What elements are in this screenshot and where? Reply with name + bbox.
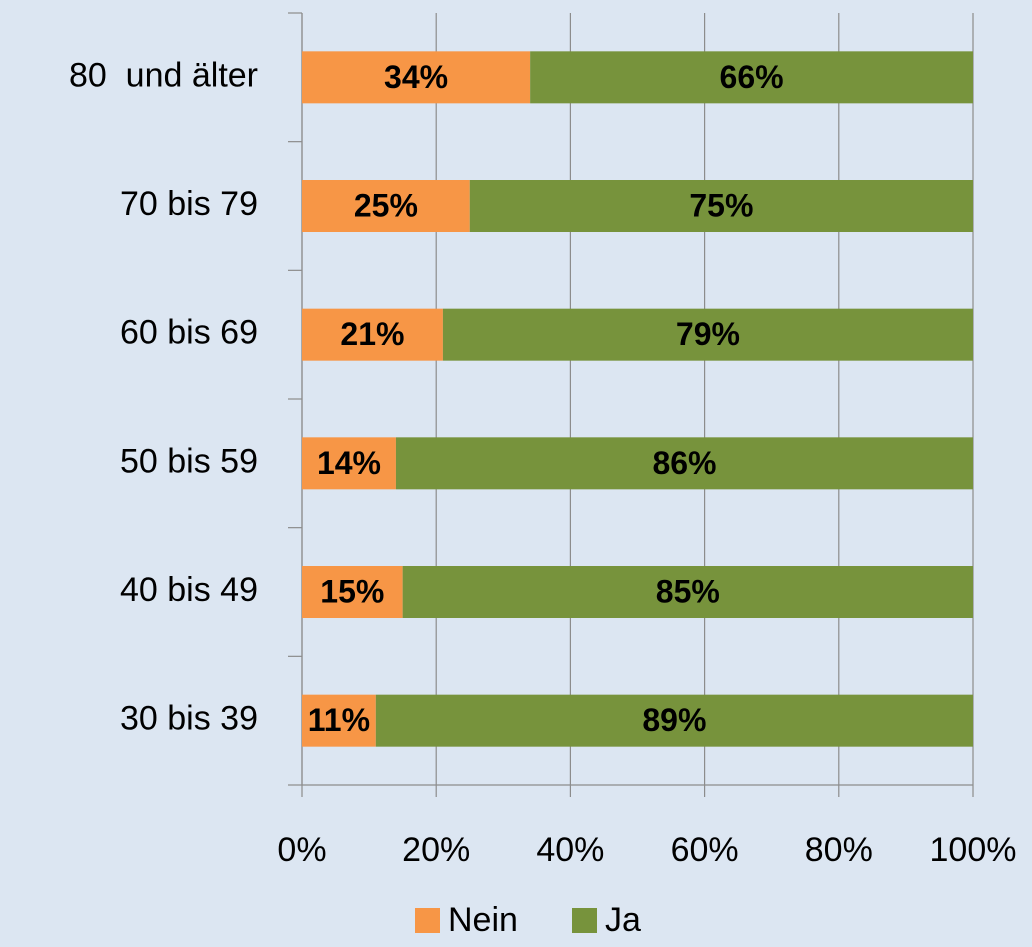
data-label: 79%	[676, 316, 740, 352]
x-tick-label: 40%	[536, 831, 604, 869]
data-label: 85%	[656, 573, 720, 609]
data-label: 14%	[317, 445, 381, 481]
x-tick-label: 80%	[805, 831, 873, 869]
x-tick-label: 60%	[671, 831, 739, 869]
data-label: 86%	[652, 445, 716, 481]
data-label: 75%	[689, 187, 753, 223]
data-label: 89%	[642, 702, 706, 738]
bar-segment	[395, 437, 973, 490]
bar-segment	[402, 566, 973, 618]
x-tick-label: 100%	[930, 831, 1017, 869]
legend-swatch	[415, 908, 440, 933]
bar-segment	[302, 308, 443, 361]
x-tick-label: 0%	[277, 831, 326, 869]
data-label: 66%	[720, 59, 784, 95]
bar-segment	[375, 694, 973, 747]
bar-segment	[302, 566, 403, 618]
y-tick-label: 30 bis 39	[120, 700, 258, 738]
x-tick-label: 20%	[402, 831, 470, 869]
y-tick-label: 70 bis 79	[120, 185, 258, 223]
y-tick-label: 80 und älter	[69, 56, 258, 94]
data-label: 11%	[308, 702, 370, 738]
data-label: 15%	[320, 573, 384, 609]
y-tick-label: 40 bis 49	[120, 571, 258, 609]
data-label: 21%	[340, 316, 404, 352]
bar-segment	[530, 51, 973, 104]
legend-label: Nein	[448, 901, 518, 939]
bar-segment	[302, 694, 376, 747]
bar-segment	[442, 308, 973, 361]
bar-segment	[302, 180, 470, 232]
bar-segment	[302, 437, 396, 490]
data-label: 25%	[354, 187, 418, 223]
y-tick-label: 60 bis 69	[120, 314, 258, 352]
legend-label: Ja	[605, 901, 641, 939]
bar-segment	[469, 180, 973, 232]
y-tick-label: 50 bis 59	[120, 442, 258, 480]
data-label: 34%	[384, 59, 448, 95]
bar-segment	[302, 51, 531, 104]
legend-swatch	[572, 908, 597, 933]
